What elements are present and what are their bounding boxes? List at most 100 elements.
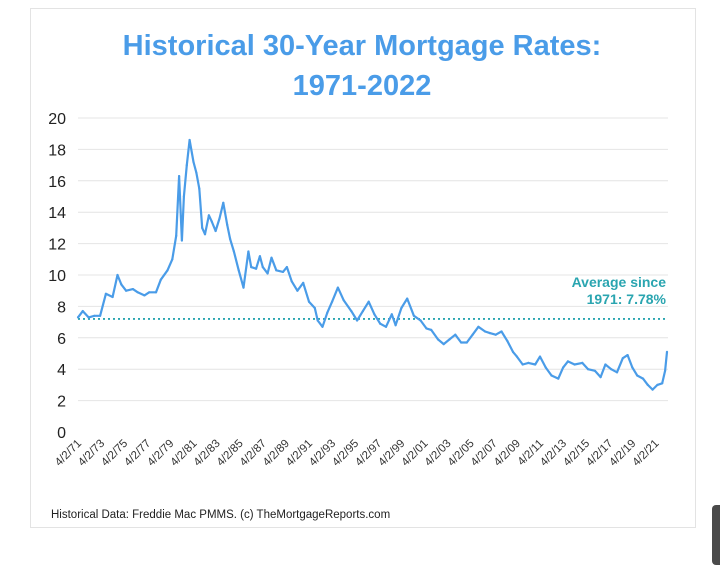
series-point bbox=[621, 357, 624, 360]
series-point bbox=[266, 272, 269, 275]
series-point bbox=[604, 363, 607, 366]
series-point bbox=[111, 295, 114, 299]
series-point bbox=[188, 138, 191, 142]
series-point bbox=[93, 314, 96, 317]
series-point bbox=[296, 289, 299, 292]
series-point bbox=[664, 369, 667, 372]
series-point bbox=[599, 376, 602, 379]
series-point bbox=[237, 269, 240, 272]
y-tick-label: 12 bbox=[48, 237, 66, 254]
series-point bbox=[143, 294, 146, 297]
series-point bbox=[192, 160, 195, 164]
series-point bbox=[442, 343, 445, 346]
series-point bbox=[610, 368, 613, 371]
series-point bbox=[566, 360, 570, 363]
series-line bbox=[77, 138, 669, 391]
average-annotation-line-2: 1971: 7.78% bbox=[586, 291, 666, 307]
series-point bbox=[326, 311, 329, 314]
series-point bbox=[218, 217, 221, 220]
series-point bbox=[166, 269, 169, 272]
y-tick-label: 4 bbox=[57, 362, 66, 379]
y-tick-label: 14 bbox=[48, 205, 66, 222]
series-point bbox=[302, 281, 305, 284]
series-point bbox=[488, 332, 491, 335]
series-point bbox=[379, 322, 382, 325]
series-point bbox=[593, 369, 597, 372]
series-point bbox=[367, 300, 370, 303]
series-point bbox=[178, 175, 181, 178]
series-point bbox=[342, 299, 345, 302]
series-point bbox=[400, 306, 403, 310]
series-point bbox=[390, 313, 393, 316]
series-point bbox=[120, 283, 123, 286]
series-point bbox=[587, 368, 590, 371]
series-point bbox=[159, 278, 162, 281]
series-point bbox=[201, 226, 204, 229]
average-annotation: Average since 1971: 7.78% bbox=[572, 274, 666, 308]
series-point bbox=[511, 350, 515, 353]
series-point bbox=[242, 286, 245, 289]
series-point bbox=[313, 306, 316, 310]
series-point bbox=[148, 291, 151, 294]
series-point bbox=[527, 361, 530, 364]
y-tick-label: 10 bbox=[48, 268, 66, 285]
series-point bbox=[651, 388, 654, 391]
series-point bbox=[247, 250, 250, 253]
series-point bbox=[258, 255, 261, 258]
series-point bbox=[581, 361, 584, 364]
series-point bbox=[562, 366, 565, 369]
series-point bbox=[136, 291, 139, 294]
chart-title-line-2: 1971-2022 bbox=[292, 70, 432, 102]
series-point bbox=[207, 214, 210, 217]
series-point bbox=[125, 289, 128, 292]
edge-shadow bbox=[712, 505, 720, 565]
series-point bbox=[104, 292, 107, 295]
series-point bbox=[521, 363, 524, 366]
series-point bbox=[636, 374, 639, 377]
series-point bbox=[229, 237, 232, 240]
x-tick-label: 4/2/09 bbox=[492, 438, 523, 469]
series-point bbox=[538, 355, 542, 358]
series-point bbox=[203, 233, 207, 236]
average-annotation-line-1: Average since bbox=[571, 274, 666, 290]
series-point bbox=[222, 201, 225, 204]
series-point bbox=[425, 327, 428, 330]
series-point bbox=[557, 377, 560, 380]
series-point bbox=[285, 266, 288, 269]
y-tick-label: 16 bbox=[48, 174, 66, 191]
series-point bbox=[384, 325, 388, 328]
series-point bbox=[99, 314, 102, 317]
series-point bbox=[484, 330, 487, 333]
chart-title-line-1: Historical 30-Year Mortgage Rates: bbox=[122, 30, 602, 62]
series-point bbox=[180, 239, 183, 242]
series-point bbox=[185, 164, 188, 167]
series-point bbox=[544, 366, 547, 369]
series-point bbox=[506, 339, 509, 342]
series-point bbox=[436, 338, 440, 341]
series-point bbox=[373, 313, 376, 316]
chart-frame bbox=[30, 8, 696, 528]
chart-title: Historical 30-Year Mortgage Rates: 1971-… bbox=[30, 26, 694, 106]
series-point bbox=[175, 234, 178, 237]
series-point bbox=[419, 319, 422, 322]
series-point bbox=[255, 267, 258, 270]
y-tick-label: 2 bbox=[57, 394, 66, 411]
series-point bbox=[81, 310, 84, 313]
series-point bbox=[573, 363, 576, 366]
y-tick-label: 8 bbox=[57, 299, 66, 316]
series-point bbox=[641, 377, 645, 380]
series-point bbox=[661, 382, 664, 385]
series-point bbox=[307, 300, 311, 303]
series-point bbox=[87, 316, 90, 319]
series-point bbox=[171, 258, 174, 261]
series-point bbox=[460, 341, 463, 344]
series-point bbox=[665, 350, 669, 353]
series-point bbox=[534, 363, 537, 366]
series-point bbox=[195, 171, 198, 174]
series-point bbox=[471, 333, 474, 336]
series-point bbox=[154, 291, 158, 294]
series-point bbox=[198, 187, 201, 190]
series-point bbox=[465, 341, 468, 344]
series-point bbox=[361, 310, 364, 313]
